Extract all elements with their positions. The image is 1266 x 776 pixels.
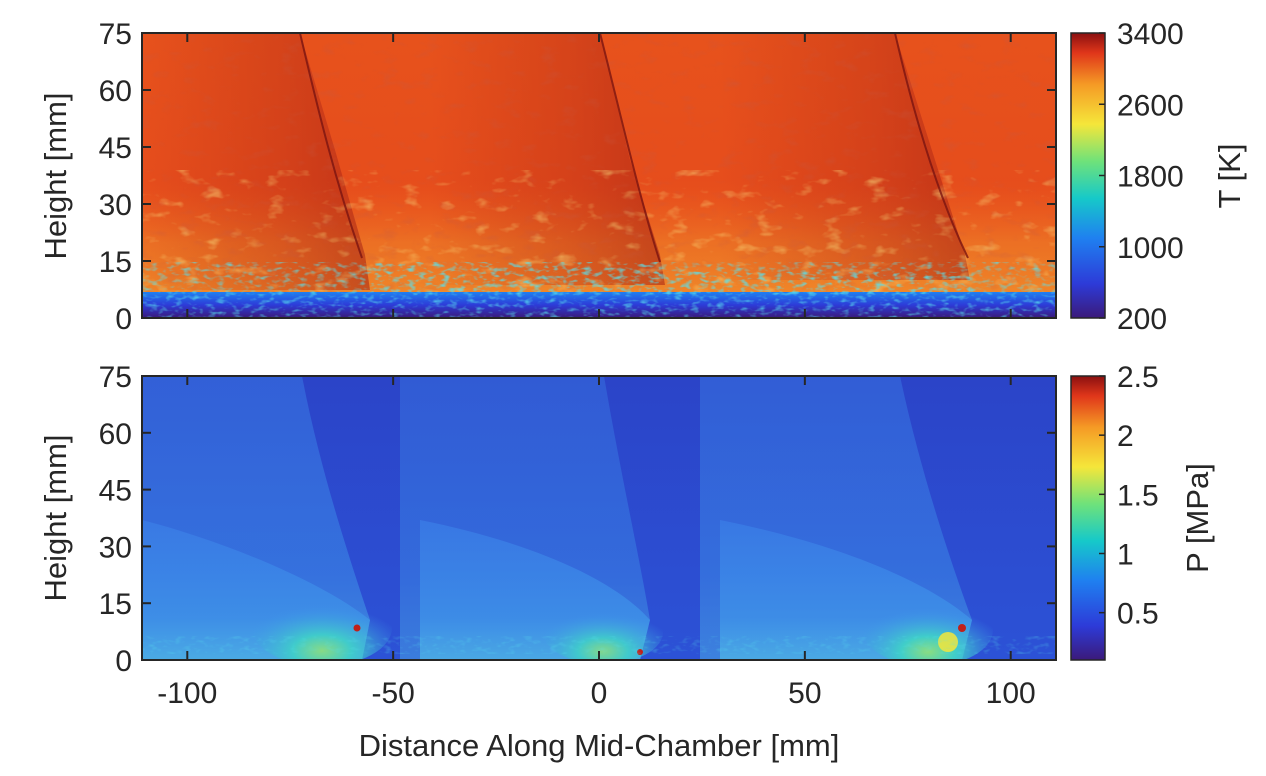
temperature-ytick-label: 75 — [99, 18, 132, 51]
xtick-label: 50 — [788, 677, 821, 710]
temperature-ytick-label: 0 — [115, 303, 132, 336]
pressure-colorbar-tick-label: 2.5 — [1117, 361, 1159, 394]
pressure-ytick-label: 60 — [99, 418, 132, 451]
pressure-colorbar-tick-label: 0.5 — [1117, 598, 1159, 631]
pressure-x-ticks: -100 -50 0 50 100 — [157, 376, 1036, 710]
pressure-colorbar-label: P [MPa] — [1180, 463, 1215, 573]
pressure-colorbar-ticks: 0.5 1 1.5 2 2.5 — [1099, 361, 1159, 631]
xtick-label: -50 — [371, 677, 414, 710]
xtick-label: 0 — [591, 677, 608, 710]
temperature-ytick-label: 45 — [99, 132, 132, 165]
pressure-ytick-label: 45 — [99, 475, 132, 508]
temperature-y-ticks: 0 15 30 45 60 75 — [99, 18, 1056, 336]
temperature-colorbar-tick-label: 1800 — [1117, 161, 1184, 194]
pressure-colorbar-tick-label: 1 — [1117, 539, 1134, 572]
pressure-y-ticks: 0 15 30 45 60 75 — [99, 361, 1056, 678]
temperature-y-axis-label: Height [mm] — [38, 92, 73, 259]
temperature-colorbar-tick-label: 1000 — [1117, 232, 1184, 265]
pressure-colorbar — [1071, 376, 1105, 660]
temperature-colorbar-ticks: 200 1000 1800 2600 3400 — [1099, 18, 1184, 336]
temperature-x-ticks — [186, 33, 1012, 318]
temperature-colorbar-tick-label: 2600 — [1117, 89, 1184, 122]
temperature-panel: 0 15 30 45 60 75 Height [mm] 200 1000 1800 2600 3… — [38, 18, 1247, 336]
pressure-ytick-label: 75 — [99, 361, 132, 394]
pressure-ytick-label: 0 — [115, 645, 132, 678]
temperature-field — [142, 33, 1056, 318]
pressure-y-axis-label: Height [mm] — [38, 434, 73, 601]
temperature-ytick-label: 15 — [99, 246, 132, 279]
pressure-field — [142, 376, 1056, 660]
pressure-colorbar-tick-label: 2 — [1117, 420, 1134, 453]
pressure-panel: 0 15 30 45 60 75 -100 -50 0 50 100 Height [mm] Di… — [38, 361, 1215, 763]
temperature-colorbar-tick-label: 3400 — [1117, 18, 1184, 51]
temperature-ytick-label: 60 — [99, 75, 132, 108]
x-axis-label: Distance Along Mid-Chamber [mm] — [359, 728, 840, 763]
xtick-label: 100 — [986, 677, 1036, 710]
xtick-label: -100 — [157, 677, 217, 710]
pressure-colorbar-tick-label: 1.5 — [1117, 479, 1159, 512]
temperature-colorbar-label: T [K] — [1212, 144, 1247, 209]
temperature-ytick-label: 30 — [99, 189, 132, 222]
pressure-ytick-label: 15 — [99, 588, 132, 621]
pressure-ytick-label: 30 — [99, 531, 132, 564]
temperature-colorbar-tick-label: 200 — [1117, 303, 1167, 336]
